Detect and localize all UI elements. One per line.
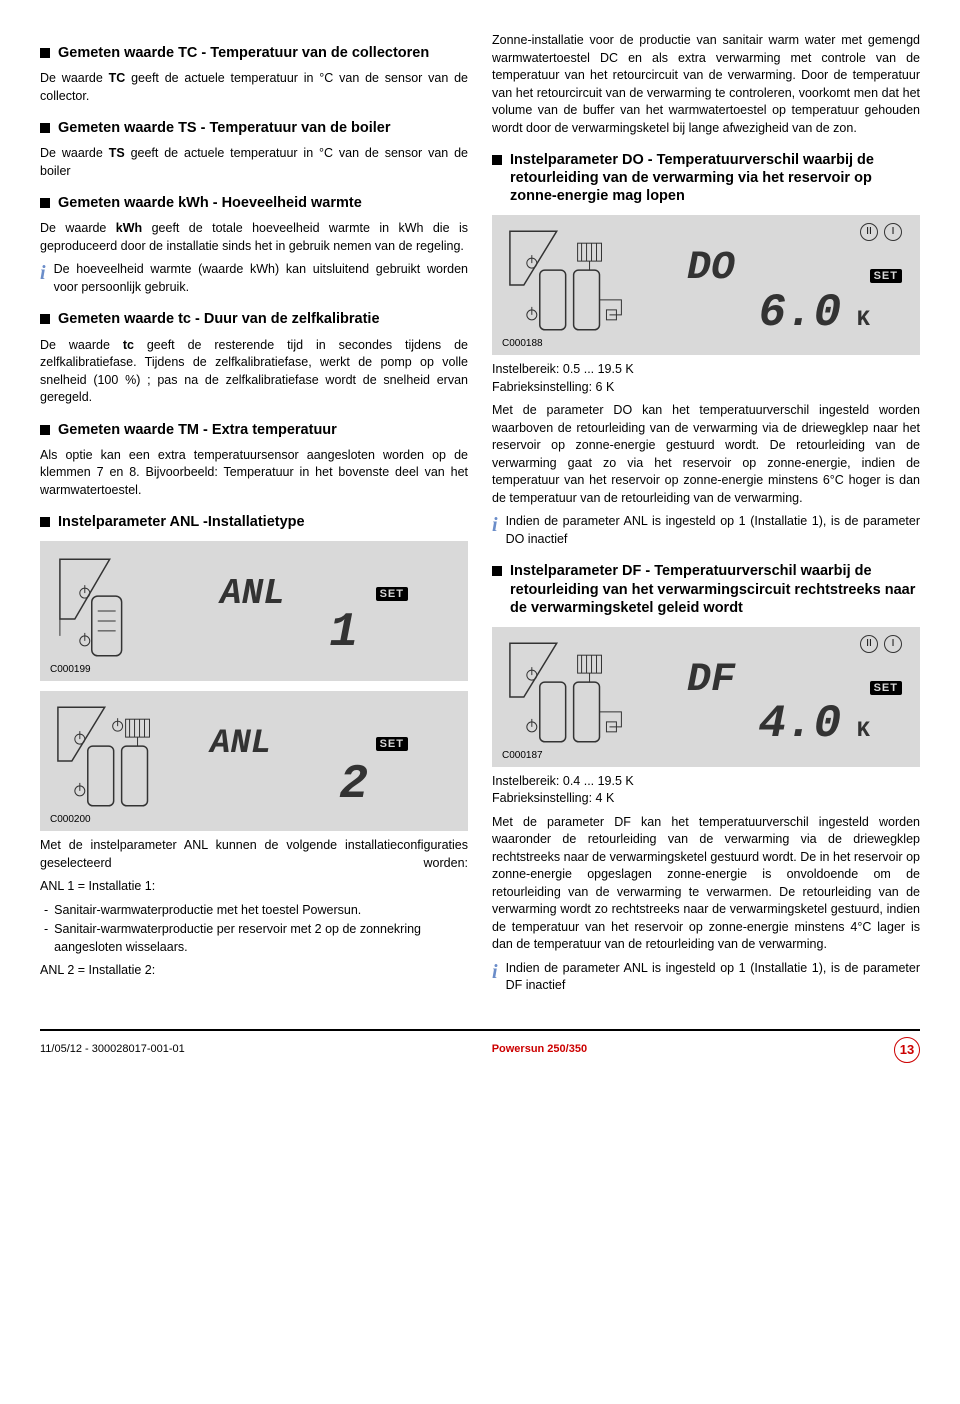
- tm-heading: Gemeten waarde TM - Extra temperatuur: [40, 421, 468, 439]
- footer-date: 11/05/12 - 300028017-001-01: [40, 1042, 185, 1057]
- seg-label: ANL: [220, 569, 285, 619]
- anl-heading: Instelparameter ANL -Installatietype: [40, 513, 468, 531]
- tc-heading: Gemeten waarde TC - Temperatuur van de c…: [40, 44, 468, 62]
- fig-caption: C000200: [50, 813, 91, 827]
- mode-I-icon: I: [884, 635, 902, 653]
- bullet-icon: [40, 314, 50, 324]
- seg-value: 6.0: [758, 287, 841, 339]
- page-footer: 11/05/12 - 300028017-001-01 Powersun 250…: [40, 1029, 920, 1063]
- kwh-info: i De hoeveelheid warmte (waarde kWh) kan…: [40, 261, 468, 296]
- info-icon: i: [492, 958, 498, 986]
- anl-body: Met de instelparameter ANL kunnen de vol…: [40, 837, 468, 872]
- df-heading: Instelparameter DF - Temperatuurverschil…: [492, 562, 920, 616]
- info-text: Indien de parameter ANL is ingesteld op …: [506, 960, 920, 995]
- heading-text: Gemeten waarde kWh - Hoeveelheid warmte: [58, 194, 362, 212]
- seg-value: 1: [329, 606, 358, 660]
- fig-caption: C000187: [502, 749, 543, 763]
- heading-text: Instelparameter DF - Temperatuurverschil…: [510, 562, 920, 616]
- seg-unit: K: [857, 307, 870, 332]
- tm-body: Als optie kan een extra temperatuursenso…: [40, 447, 468, 500]
- anl1-item1: Sanitair-warmwaterproductie met het toes…: [44, 902, 468, 920]
- set-badge: SET: [376, 737, 408, 751]
- anl2-label: ANL 2 = Installatie 2:: [40, 962, 468, 980]
- display-do: II I DO SET 6.0 K C000188: [492, 215, 920, 355]
- heading-text: Instelparameter DO - Temperatuurverschil…: [510, 151, 920, 205]
- heading-text: Gemeten waarde TC - Temperatuur van de c…: [58, 44, 429, 62]
- info-icon: i: [492, 511, 498, 539]
- bullet-icon: [492, 155, 502, 165]
- seg-value: 2: [339, 758, 368, 812]
- seg-unit: K: [857, 718, 870, 743]
- footer-product: Powersun 250/350: [492, 1042, 587, 1057]
- mode-I-icon: I: [884, 223, 902, 241]
- kwh-body: De waarde kWh geeft de totale hoeveelhei…: [40, 220, 468, 255]
- bullet-icon: [40, 48, 50, 58]
- ts-heading: Gemeten waarde TS - Temperatuur van de b…: [40, 119, 468, 137]
- mode-II-icon: II: [860, 223, 878, 241]
- tc2-heading: Gemeten waarde tc - Duur van de zelfkali…: [40, 310, 468, 328]
- do-heading: Instelparameter DO - Temperatuurverschil…: [492, 151, 920, 205]
- display-anl1: ANL SET 1 C000199: [40, 541, 468, 681]
- bullet-icon: [40, 517, 50, 527]
- tc2-body: De waarde tc geeft de resterende tijd in…: [40, 337, 468, 407]
- seg-label: DF: [687, 658, 735, 703]
- info-icon: i: [40, 259, 46, 287]
- seg-label: ANL: [210, 725, 271, 763]
- fig-caption: C000188: [502, 337, 543, 351]
- anl1-label: ANL 1 = Installatie 1:: [40, 878, 468, 896]
- kwh-heading: Gemeten waarde kWh - Hoeveelheid warmte: [40, 194, 468, 212]
- heading-text: Gemeten waarde TS - Temperatuur van de b…: [58, 119, 391, 137]
- ts-body: De waarde TS geeft de actuele temperatuu…: [40, 145, 468, 180]
- set-badge: SET: [870, 681, 902, 695]
- df-default: Fabrieksinstelling: 4 K: [492, 790, 920, 808]
- do-body: Met de parameter DO kan het temperatuurv…: [492, 402, 920, 507]
- content-columns: Gemeten waarde TC - Temperatuur van de c…: [40, 30, 920, 1001]
- display-df: II I DF SET 4.0 K C000187: [492, 627, 920, 767]
- heading-text: Gemeten waarde TM - Extra temperatuur: [58, 421, 337, 439]
- bullet-icon: [492, 566, 502, 576]
- do-range: Instelbereik: 0.5 ... 19.5 K: [492, 361, 920, 379]
- set-badge: SET: [870, 269, 902, 283]
- df-range: Instelbereik: 0.4 ... 19.5 K: [492, 773, 920, 791]
- bullet-icon: [40, 198, 50, 208]
- set-badge: SET: [376, 587, 408, 601]
- do-default: Fabrieksinstelling: 6 K: [492, 379, 920, 397]
- mode-II-icon: II: [860, 635, 878, 653]
- display-anl2: ANL SET 2 C000200: [40, 691, 468, 831]
- seg-label: DO: [687, 246, 735, 291]
- heading-text: Gemeten waarde tc - Duur van de zelfkali…: [58, 310, 380, 328]
- bullet-icon: [40, 123, 50, 133]
- seg-value: 4.0: [758, 698, 841, 750]
- df-info: i Indien de parameter ANL is ingesteld o…: [492, 960, 920, 995]
- heading-text: Instelparameter ANL -Installatietype: [58, 513, 305, 531]
- tc-body: De waarde TC geeft de actuele temperatuu…: [40, 70, 468, 105]
- info-text: Indien de parameter ANL is ingesteld op …: [506, 513, 920, 548]
- right-column: Zonne-installatie voor de productie van …: [492, 30, 920, 1001]
- bullet-icon: [40, 425, 50, 435]
- page-number: 13: [894, 1037, 920, 1063]
- intro-body: Zonne-installatie voor de productie van …: [492, 32, 920, 137]
- info-text: De hoeveelheid warmte (waarde kWh) kan u…: [54, 261, 468, 296]
- df-body: Met de parameter DF kan het temperatuurv…: [492, 814, 920, 954]
- do-info: i Indien de parameter ANL is ingesteld o…: [492, 513, 920, 548]
- fig-caption: C000199: [50, 663, 91, 677]
- left-column: Gemeten waarde TC - Temperatuur van de c…: [40, 30, 468, 1001]
- anl1-item2: Sanitair-warmwaterproductie per reservoi…: [44, 921, 468, 956]
